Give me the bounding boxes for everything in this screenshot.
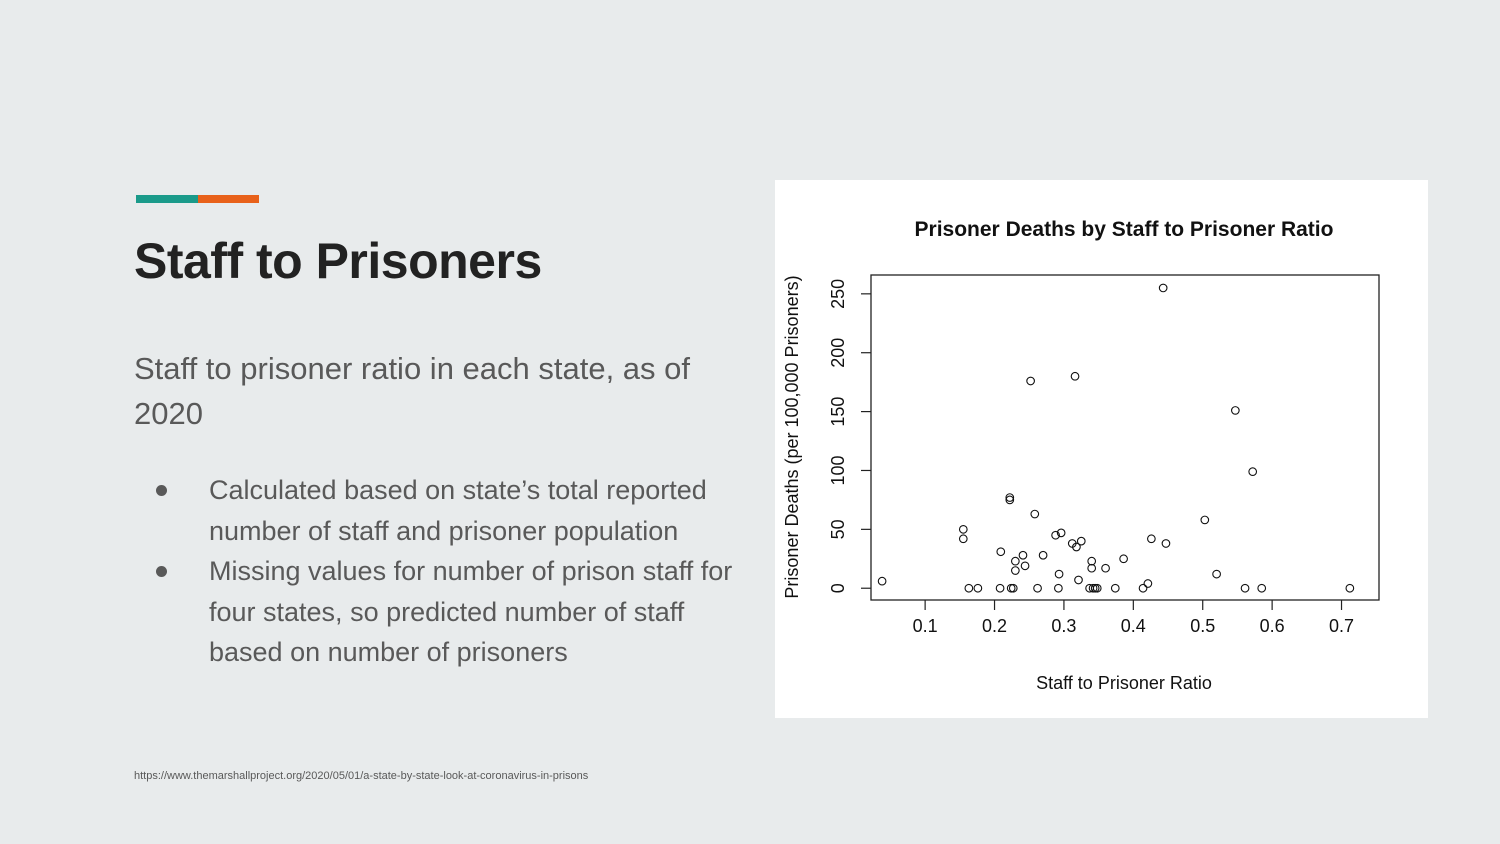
- x-tick-label: 0.6: [1260, 616, 1285, 636]
- bullet-dot-icon: [156, 566, 167, 577]
- data-point: [1345, 583, 1355, 593]
- y-tick-label: 150: [828, 397, 848, 427]
- y-tick-label: 0: [828, 583, 848, 593]
- data-point: [1212, 569, 1221, 579]
- data-point: [996, 547, 1006, 557]
- data-point: [1161, 539, 1171, 548]
- data-point: [1257, 583, 1267, 593]
- data-point: [973, 583, 983, 593]
- data-point: [1200, 515, 1210, 525]
- data-point: [1026, 376, 1035, 386]
- bullet-item: Missing values for number of prison staf…: [150, 551, 750, 673]
- data-point: [1070, 371, 1080, 381]
- accent-bar-orange: [198, 195, 259, 203]
- data-point: [1008, 583, 1018, 593]
- x-tick-label: 0.1: [913, 616, 938, 636]
- bullet-text: Calculated based on state’s total report…: [209, 475, 707, 546]
- data-point: [1020, 561, 1030, 571]
- x-tick-label: 0.7: [1329, 616, 1354, 636]
- data-point: [1240, 583, 1250, 593]
- data-point: [1087, 556, 1097, 566]
- data-point: [1101, 563, 1110, 573]
- data-point: [1038, 550, 1048, 560]
- data-point: [1005, 495, 1015, 505]
- slide-subtitle: Staff to prisoner ratio in each state, a…: [134, 351, 691, 431]
- data-points: [877, 283, 1355, 593]
- x-tick-label: 0.4: [1121, 616, 1146, 636]
- accent-bar-teal: [136, 195, 198, 203]
- data-point: [1119, 554, 1128, 564]
- data-point: [1143, 579, 1153, 588]
- x-tick-label: 0.3: [1051, 616, 1076, 636]
- data-point: [1005, 493, 1015, 502]
- data-point: [1230, 406, 1240, 415]
- data-point: [1158, 283, 1168, 293]
- data-point: [958, 534, 968, 544]
- plot-frame: [870, 274, 1380, 601]
- data-point: [1056, 528, 1066, 538]
- bullet-list: Calculated based on state’s total report…: [150, 470, 750, 673]
- data-point: [1076, 536, 1086, 546]
- bullet-dot-icon: [156, 485, 167, 496]
- data-point: [958, 524, 968, 534]
- data-point: [1010, 556, 1020, 566]
- data-point: [877, 576, 887, 586]
- y-axis-label: Prisoner Deaths (per 100,000 Prisoners): [782, 275, 802, 598]
- y-axis: 0 50 100 150 200 250: [828, 279, 871, 593]
- data-point: [995, 583, 1005, 593]
- y-tick-label: 200: [828, 338, 848, 368]
- bullet-text: Missing values for number of prison staf…: [209, 556, 733, 667]
- data-point: [964, 583, 974, 593]
- y-tick-label: 50: [828, 519, 848, 539]
- data-point: [1248, 467, 1258, 476]
- data-point: [1054, 583, 1063, 593]
- data-point: [1030, 509, 1040, 519]
- data-point: [1054, 569, 1064, 579]
- slide-title: Staff to Prisoners: [134, 233, 542, 289]
- x-axis: 0.1 0.2 0.3 0.4 0.5 0.6 0.7: [913, 600, 1354, 636]
- data-point: [1138, 583, 1148, 593]
- data-point: [1072, 542, 1081, 552]
- scatter-chart: Prisoner Deaths by Staff to Prisoner Rat…: [775, 180, 1428, 718]
- data-point: [1051, 530, 1060, 540]
- data-point: [1092, 583, 1102, 593]
- y-tick-label: 100: [828, 455, 848, 485]
- y-tick-label: 250: [828, 279, 848, 309]
- data-point: [1087, 563, 1097, 573]
- data-point: [1018, 550, 1028, 560]
- data-point: [1110, 583, 1120, 593]
- scatter-plot-svg: Prisoner Deaths by Staff to Prisoner Rat…: [782, 218, 1380, 693]
- data-point: [1010, 566, 1020, 575]
- data-point: [1074, 575, 1083, 585]
- bullet-item: Calculated based on state’s total report…: [150, 470, 750, 551]
- accent-bar: [136, 195, 259, 203]
- x-tick-label: 0.2: [982, 616, 1007, 636]
- x-tick-label: 0.5: [1190, 616, 1215, 636]
- chart-title: Prisoner Deaths by Staff to Prisoner Rat…: [915, 218, 1334, 241]
- x-axis-label: Staff to Prisoner Ratio: [1036, 673, 1212, 693]
- data-point: [1033, 583, 1042, 593]
- data-point: [1147, 534, 1156, 544]
- source-url: https://www.themarshallproject.org/2020/…: [134, 770, 589, 782]
